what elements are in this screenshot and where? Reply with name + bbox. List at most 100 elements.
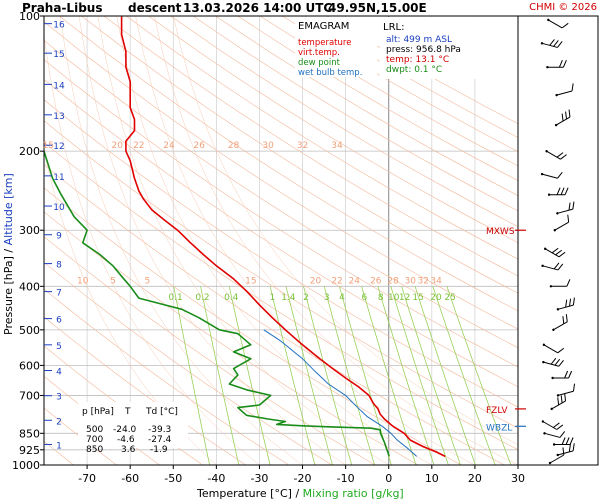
level-marker-fzlv: FZLV [486, 406, 508, 416]
barb-flag [558, 359, 564, 367]
theta-label: 5 [110, 276, 116, 286]
copyright: CHMI © 2026 [529, 2, 597, 13]
barb-dot [540, 172, 544, 176]
barb-dot [542, 343, 546, 346]
altitude-tick-label: 4 [56, 368, 62, 378]
temperature-axis: -70 -60 -50 -40 -30 -20 -10 0 10 20 30 [78, 465, 525, 485]
wind-barb [542, 343, 565, 354]
dry-adiabat [126, 16, 518, 260]
altitude-tick-label: 15 [53, 50, 64, 60]
theta-label: 15 [43, 141, 54, 151]
barb-dot [556, 308, 560, 311]
wind-barb [555, 83, 574, 97]
mixing-ratio-line [401, 286, 461, 465]
summary-table-bg [78, 402, 188, 448]
barb-staff [554, 221, 569, 231]
mixing-ratio-line [285, 286, 333, 465]
barb-staff [543, 361, 559, 367]
barb-flag [564, 370, 569, 379]
table-header-p: p [hPa] [82, 407, 114, 417]
barb-flag [550, 357, 557, 365]
pressure-tick-label: 400 [19, 280, 40, 293]
theta-label: 32 [417, 276, 428, 286]
temperature-tick-label: -40 [207, 472, 225, 485]
pressure-tick-label: 850 [19, 427, 40, 440]
barb-flag [562, 316, 565, 324]
altitude-tick-label: 1 [56, 441, 62, 451]
barb-flag [557, 347, 565, 354]
barb-dot [542, 360, 545, 364]
barb-flag [557, 263, 564, 271]
altitude-tick-label: 8 [56, 261, 62, 271]
barb-flag [553, 262, 560, 270]
mixing-ratio-label: 4 [339, 293, 345, 303]
altitude-tick-label: 2 [56, 417, 62, 427]
barb-flag [568, 444, 571, 452]
barb-staff [549, 454, 565, 464]
mixing-ratio-label: 3 [324, 293, 330, 303]
wind-barb [553, 214, 570, 232]
station-name: Praha-Libus [22, 1, 102, 15]
barb-flag [559, 431, 566, 438]
x-axis-title: Temperature [°C] / Mixing ratio [g/kg] [196, 487, 404, 500]
table-cell: 700 [86, 435, 103, 445]
mixing-ratio-line [269, 286, 316, 465]
theta-label: 30 [262, 141, 274, 151]
barb-flag [557, 397, 560, 405]
wind-barb [549, 279, 571, 288]
table-cell: -39.3 [148, 425, 171, 435]
dry-adiabat [44, 120, 518, 429]
dry-adiabat [148, 16, 518, 244]
table-cell: -27.4 [148, 435, 172, 445]
barb-dot [543, 432, 546, 435]
table-row: 500 -24.0 -39.3 [86, 425, 171, 435]
barb-flag [555, 249, 562, 256]
theta-label: 34 [430, 276, 442, 286]
barb-staff [553, 321, 568, 331]
wind-barb [551, 370, 573, 380]
barb-flag [565, 111, 567, 120]
altitude-tick-label: 13 [53, 112, 64, 122]
altitude-tick-label: 7 [56, 289, 62, 299]
lrl-temp: temp: 13.1 °C [386, 55, 449, 65]
table-cell: -1.9 [150, 445, 168, 455]
barb-flag [549, 39, 555, 46]
wind-barb [542, 357, 564, 367]
table-cell: 850 [86, 445, 103, 455]
wind-barb [556, 443, 575, 457]
table-cell: -24.0 [113, 425, 137, 435]
theta-label: 10 [77, 276, 89, 286]
table-cell: -4.6 [117, 435, 135, 445]
mixing-ratio-label: 6 [361, 293, 367, 303]
barb-dot [546, 66, 549, 69]
mixing-ratio-label: 1 [269, 293, 275, 303]
mixing-ratio-line [377, 286, 435, 465]
barb-dot [556, 394, 560, 397]
barb-staff [557, 390, 574, 396]
barb-dot [547, 193, 551, 196]
temperature-tick-label: 20 [468, 472, 482, 485]
theta-label: 28 [387, 276, 399, 286]
barb-dot [556, 212, 559, 215]
level-marker-wbzl: WBZL [486, 423, 512, 433]
mixing-ratio-label: 0.4 [224, 293, 239, 303]
pressure-tick-label: 300 [19, 224, 40, 237]
mixing-ratio-line [323, 286, 375, 465]
legend-virt-temp: virt.temp. [298, 48, 340, 58]
barb-flag [561, 437, 566, 445]
temperature-line [120, 16, 446, 458]
barb-staff [544, 248, 560, 258]
barb-dot [540, 42, 544, 45]
altitude-tick-label: 10 [53, 203, 65, 213]
altitude-tick-label: 6 [56, 316, 62, 326]
barb-staff [557, 304, 574, 310]
temperature-tick-label: 10 [425, 472, 439, 485]
barb-flag [557, 171, 563, 179]
wind-barb [556, 383, 576, 397]
wind-barb [550, 393, 567, 411]
altitude-tick-label: 5 [56, 342, 62, 352]
theta-label: 15 [245, 276, 256, 286]
barb-staff [542, 265, 559, 271]
barb-flag [568, 109, 571, 118]
station-position: 49.95N,15.00E [328, 1, 427, 15]
